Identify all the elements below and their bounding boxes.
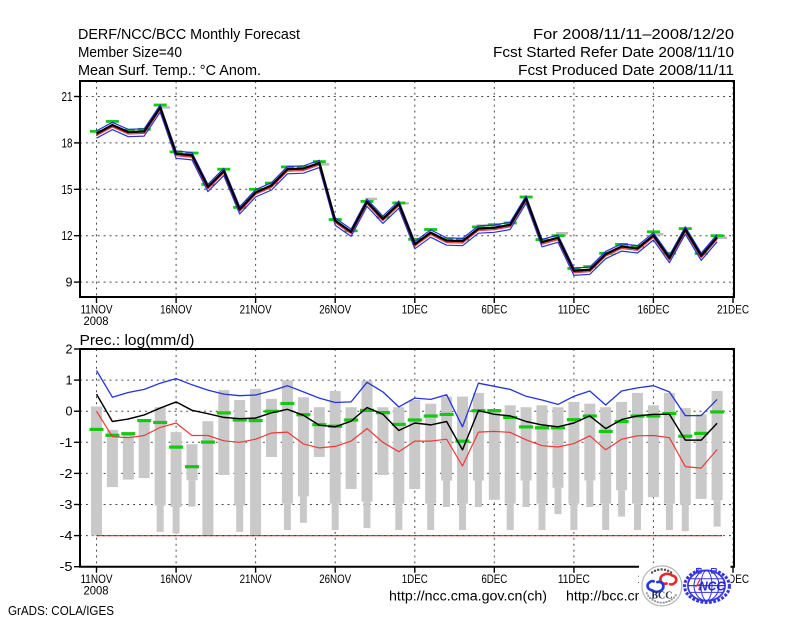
svg-text:2008: 2008: [84, 314, 109, 328]
svg-text:11NOV: 11NOV: [81, 572, 113, 586]
svg-text:NCC: NCC: [699, 579, 726, 594]
svg-text:http://ncc.cma.gov.cn(ch): http://ncc.cma.gov.cn(ch): [389, 589, 547, 604]
svg-text:Prec.: log(mm/d): Prec.: log(mm/d): [80, 332, 195, 349]
svg-text:15: 15: [62, 183, 73, 197]
svg-text:1: 1: [66, 374, 73, 388]
svg-text:BCC: BCC: [651, 590, 672, 601]
svg-text:-1: -1: [60, 436, 73, 450]
svg-text:1DEC: 1DEC: [402, 303, 428, 317]
svg-text:2: 2: [66, 343, 73, 357]
svg-text:11DEC: 11DEC: [558, 303, 590, 317]
svg-text:For 2008/11/11–2008/12/20: For 2008/11/11–2008/12/20: [533, 26, 734, 43]
svg-text:6DEC: 6DEC: [481, 572, 507, 586]
svg-text:-4: -4: [60, 529, 73, 543]
svg-text:-3: -3: [60, 498, 73, 512]
svg-text:-2: -2: [60, 467, 73, 481]
svg-text:16NOV: 16NOV: [160, 303, 192, 317]
svg-text:0: 0: [66, 405, 73, 419]
svg-text:-5: -5: [60, 560, 73, 574]
svg-text:GrADS: COLA/IGES: GrADS: COLA/IGES: [8, 604, 114, 618]
svg-text:26NOV: 26NOV: [319, 572, 351, 586]
svg-text:26NOV: 26NOV: [319, 303, 351, 317]
svg-text:Fcst Produced Date 2008/11/11: Fcst Produced Date 2008/11/11: [518, 62, 734, 79]
svg-text:9: 9: [66, 276, 73, 290]
svg-text:Member Size=40: Member Size=40: [78, 44, 182, 61]
svg-text:1DEC: 1DEC: [402, 572, 428, 586]
svg-text:18: 18: [62, 136, 73, 150]
svg-text:21NOV: 21NOV: [240, 303, 272, 317]
svg-text:11DEC: 11DEC: [558, 572, 590, 586]
svg-text:DERF/NCC/BCC Monthly Forecast: DERF/NCC/BCC Monthly Forecast: [78, 26, 301, 43]
svg-text:21DEC: 21DEC: [717, 303, 749, 317]
svg-text:12: 12: [62, 229, 73, 243]
svg-text:16DEC: 16DEC: [637, 303, 669, 317]
svg-text:16NOV: 16NOV: [160, 572, 192, 586]
svg-text:Fcst Started Refer Date 2008/1: Fcst Started Refer Date 2008/11/10: [493, 44, 734, 61]
svg-text:21: 21: [62, 90, 73, 104]
svg-text:6DEC: 6DEC: [481, 303, 507, 317]
svg-text:21NOV: 21NOV: [240, 572, 272, 586]
svg-text:2008: 2008: [84, 584, 109, 598]
svg-text:11NOV: 11NOV: [81, 303, 113, 317]
svg-text:Mean Surf. Temp.: °C Anom.: Mean Surf. Temp.: °C Anom.: [78, 62, 261, 79]
